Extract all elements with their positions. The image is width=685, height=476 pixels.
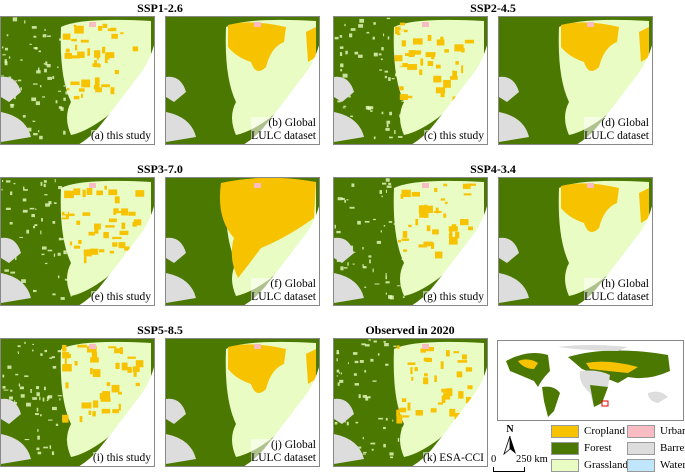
panel-label: (c) this study: [423, 130, 484, 143]
title-observed: Observed in 2020: [365, 323, 455, 337]
map-panel: (k) ESA-CCI: [333, 338, 488, 467]
map-panel: (d) Global LULC dataset: [498, 16, 653, 145]
legend-swatch-forest: [551, 442, 579, 455]
scale-end: 250 km: [516, 454, 548, 465]
panel-label: (e) this study: [90, 291, 151, 304]
scale-start: 0: [491, 454, 497, 465]
scale-bar: 0 250 km: [491, 454, 551, 474]
legend-label: Urban: [660, 425, 685, 437]
legend-swatch-barren: [627, 442, 655, 455]
panel-label: (b) Global LULC dataset: [251, 117, 316, 143]
legend-swatch-grassland: [551, 459, 579, 472]
north-arrow-icon: [503, 435, 516, 456]
legend-label: Grassland: [584, 459, 628, 471]
map-panel: (a) this study: [0, 16, 155, 145]
panel-label: (f) Global LULC dataset: [251, 278, 316, 304]
map-panel: (f) Global LULC dataset: [165, 177, 320, 306]
map-panel: (j) Global LULC dataset: [165, 338, 320, 467]
panel-label: (i) this study: [92, 452, 151, 465]
legend-label: Barren: [660, 442, 685, 454]
legend-swatch-water: [627, 459, 655, 472]
north-label: N: [506, 424, 514, 435]
panel-label: (a) this study: [90, 130, 151, 143]
north-arrow: N: [502, 424, 518, 456]
map-panel: (h) Global LULC dataset: [498, 177, 653, 306]
legend-swatch-cropland: [551, 425, 579, 438]
map-panel: (i) this study: [0, 338, 155, 467]
map-panel: (b) Global LULC dataset: [165, 16, 320, 145]
panel-label: (d) Global LULC dataset: [584, 117, 649, 143]
panel-label: (k) ESA-CCI: [422, 452, 484, 465]
title-ssp4: SSP4-3.4: [470, 162, 516, 176]
panel-label: (g) this study: [423, 291, 484, 304]
title-ssp1: SSP1-2.6: [137, 1, 183, 15]
map-panel: (c) this study: [333, 16, 488, 145]
map-panel: (g) this study: [333, 177, 488, 306]
panel-label: (j) Global LULC dataset: [251, 439, 316, 465]
map-panel: (e) this study: [0, 177, 155, 306]
title-ssp3: SSP3-7.0: [137, 162, 183, 176]
legend-label: Cropland: [584, 425, 625, 437]
legend-label: Forest: [584, 442, 612, 454]
legend-swatch-urban: [627, 425, 655, 438]
world-inset-map: [497, 340, 684, 421]
title-ssp5: SSP5-8.5: [137, 323, 183, 337]
legend-label: Water: [660, 459, 685, 471]
panel-label: (h) Global LULC dataset: [584, 278, 649, 304]
title-ssp2: SSP2-4.5: [470, 1, 516, 15]
